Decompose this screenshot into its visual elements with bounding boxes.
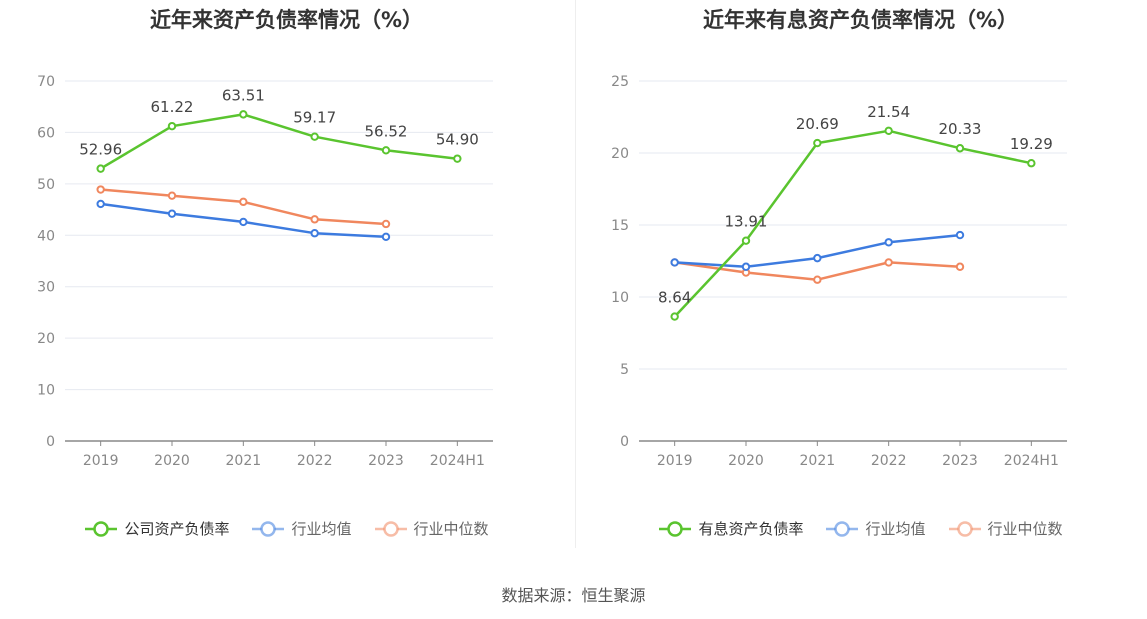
series-line-primary xyxy=(673,129,1032,318)
legend-item-primary[interactable]: 公司资产负债率 xyxy=(84,518,229,539)
data-label: 61.22 xyxy=(151,98,194,116)
y-tick-label: 5 xyxy=(620,362,629,378)
chart-legend: 有息资产负债率 行业均值 行业中位数 xyxy=(574,518,1147,539)
x-tick-label: 2020 xyxy=(728,453,764,469)
data-point-primary xyxy=(884,126,893,136)
legend-swatch-icon xyxy=(252,520,285,537)
legend-swatch-icon xyxy=(374,520,407,537)
y-tick-label: 40 xyxy=(37,228,55,244)
data-point-primary xyxy=(1027,159,1036,168)
x-tick-label: 2020 xyxy=(154,453,190,469)
legend-label: 行业均值 xyxy=(865,520,926,538)
data-point-primary xyxy=(955,144,965,153)
y-tick-label: 10 xyxy=(611,290,629,306)
y-tick-label: 70 xyxy=(37,74,55,90)
data-label: 63.51 xyxy=(222,86,265,104)
chart-panel-debt-ratio: 近年来资产负债率情况（%） 0 10 20 30 40 50 60 70 2019 2020 202… xyxy=(0,0,573,550)
data-label: 21.54 xyxy=(867,103,910,121)
y-tick-label: 25 xyxy=(611,74,629,90)
line-chart-debt-ratio: 0 10 20 30 40 50 60 70 2019 2020 2021 2022 2023 2024H… xyxy=(37,74,493,469)
x-tick-label: 2019 xyxy=(657,453,693,469)
y-tick-label: 60 xyxy=(37,125,55,141)
data-label: 54.90 xyxy=(436,131,479,149)
legend-label: 行业中位数 xyxy=(987,520,1063,538)
data-point-industry-average xyxy=(96,199,105,209)
panel-divider xyxy=(575,0,576,548)
data-point-industry-median xyxy=(167,191,177,200)
data-point-primary xyxy=(670,312,679,321)
chart-title: 近年来有息资产负债率情况（%） xyxy=(702,8,1019,32)
legend-item-industry-median[interactable]: 行业中位数 xyxy=(374,518,489,539)
x-tick-label: 2021 xyxy=(800,453,836,469)
data-point-industry-average xyxy=(884,238,893,247)
y-tick-label: 30 xyxy=(37,280,55,296)
y-tick-label: 10 xyxy=(37,383,55,399)
legend-label: 公司资产负债率 xyxy=(124,520,230,538)
x-tick-label: 2024H1 xyxy=(430,453,485,469)
data-label: 20.69 xyxy=(796,115,839,133)
data-point-industry-average xyxy=(813,253,822,263)
legend-label: 有息资产负债率 xyxy=(698,520,804,538)
data-label: 52.96 xyxy=(79,141,122,159)
data-point-primary xyxy=(813,138,822,148)
y-tick-label: 15 xyxy=(611,218,629,234)
data-point-industry-median xyxy=(239,197,248,207)
y-tick-label: 0 xyxy=(46,434,55,450)
y-tick-label: 50 xyxy=(37,177,55,193)
legend-swatch-icon xyxy=(948,520,981,537)
legend-label: 行业均值 xyxy=(291,520,352,538)
data-label: 19.29 xyxy=(1010,135,1053,153)
x-tick-label: 2022 xyxy=(871,453,907,469)
data-label: 59.17 xyxy=(293,109,336,127)
data-point-primary xyxy=(310,132,319,141)
data-label: 13.91 xyxy=(725,213,768,231)
y-tick-label: 20 xyxy=(37,331,55,347)
chart-panel-interest-bearing-debt-ratio: 近年来有息资产负债率情况（%） 0 5 10 15 20 25 2019 2020 2021 20… xyxy=(574,0,1147,550)
data-source-note: 数据来源：恒生聚源 xyxy=(501,586,646,605)
x-tick-label: 2022 xyxy=(297,453,333,469)
data-point-industry-median xyxy=(884,258,893,267)
chart-legend: 公司资产负债率 行业均值 行业中位数 xyxy=(0,518,573,539)
data-point-industry-average xyxy=(310,229,319,238)
legend-swatch-icon xyxy=(826,520,859,537)
x-tick-label: 2023 xyxy=(942,453,978,469)
data-point-primary xyxy=(96,164,105,173)
line-chart-interest-bearing-debt-ratio: 0 5 10 15 20 25 2019 2020 2021 2022 2023 2024H1 8.64… xyxy=(611,74,1067,469)
legend-swatch-icon xyxy=(659,520,692,537)
data-label: 8.64 xyxy=(658,289,691,307)
legend-item-primary[interactable]: 有息资产负债率 xyxy=(658,518,803,539)
data-point-industry-average xyxy=(741,262,751,271)
data-label: 20.33 xyxy=(939,120,982,138)
data-point-industry-median xyxy=(955,262,965,271)
data-point-industry-median xyxy=(96,185,105,194)
data-point-primary xyxy=(453,154,462,163)
x-tick-label: 2019 xyxy=(83,453,119,469)
data-point-primary xyxy=(167,121,177,131)
data-point-primary xyxy=(381,146,391,155)
data-point-industry-average xyxy=(239,217,248,227)
x-tick-label: 2021 xyxy=(226,453,262,469)
data-point-primary xyxy=(741,236,751,245)
y-tick-label: 20 xyxy=(611,146,629,162)
data-label: 56.52 xyxy=(365,122,408,140)
legend-item-industry-median[interactable]: 行业中位数 xyxy=(948,518,1063,539)
series-line-primary xyxy=(100,113,458,170)
legend-item-industry-average[interactable]: 行业均值 xyxy=(251,518,352,539)
data-point-primary xyxy=(239,110,248,119)
data-point-industry-average xyxy=(167,209,177,218)
legend-label: 行业中位数 xyxy=(413,520,489,538)
data-point-industry-average xyxy=(955,230,965,240)
data-point-industry-median xyxy=(310,215,319,224)
data-point-industry-average xyxy=(670,258,679,267)
legend-swatch-icon xyxy=(85,520,118,537)
legend-item-industry-average[interactable]: 行业均值 xyxy=(825,518,926,539)
data-point-industry-median xyxy=(813,275,822,284)
x-tick-label: 2023 xyxy=(368,453,404,469)
data-point-industry-average xyxy=(381,232,391,242)
chart-title: 近年来资产负债率情况（%） xyxy=(149,8,424,32)
y-tick-label: 0 xyxy=(620,434,629,450)
x-tick-label: 2024H1 xyxy=(1004,453,1059,469)
data-point-industry-median xyxy=(381,219,391,229)
